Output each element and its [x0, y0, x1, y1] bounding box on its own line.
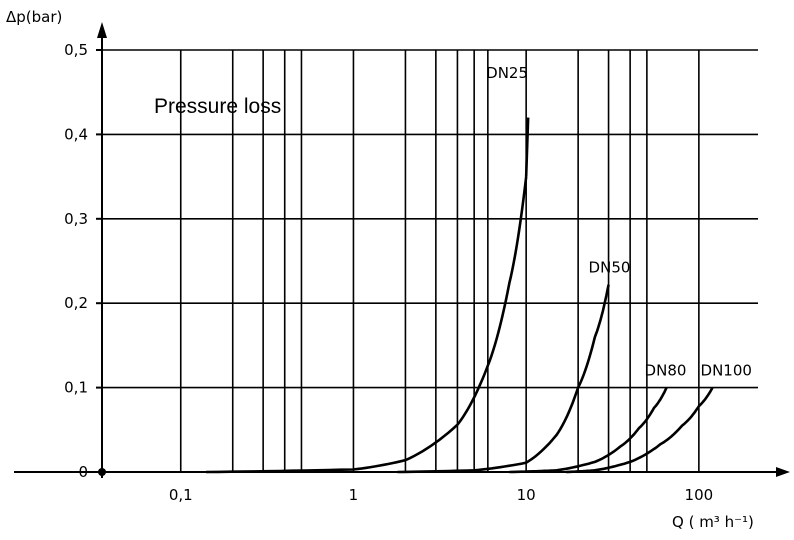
y-axis-arrow-icon [97, 22, 107, 38]
series-label-dn50: DN50 [589, 259, 631, 277]
series-line-dn25 [205, 176, 528, 474]
series-line-dn80 [509, 387, 668, 474]
series-curves [205, 117, 714, 474]
y-tick-label: 0,2 [64, 294, 88, 312]
tick-labels: 0 0,1 0,2 0,3 0,4 0,5 0,1 1 10 100 [64, 41, 713, 504]
y-tick-label: 0,5 [64, 41, 88, 59]
series-line-dn100 [565, 386, 714, 474]
x-tick-label: 1 [349, 486, 359, 504]
series-label-dn100: DN100 [701, 362, 752, 380]
series-line-dn25-tail [524, 117, 530, 177]
x-axis-arrow-icon [776, 467, 790, 477]
grid [102, 49, 758, 472]
y-tick-label: 0 [78, 463, 88, 481]
y-tick-label: 0,3 [64, 210, 88, 228]
y-tick-label: 0,4 [64, 125, 88, 143]
y-tick-label: 0,1 [64, 379, 88, 397]
x-tick-label: 10 [517, 486, 536, 504]
axes [14, 22, 790, 478]
series-label-dn25: DN25 [486, 64, 528, 82]
series-label-dn80: DN80 [645, 362, 687, 380]
x-tick-label: 0,1 [169, 486, 193, 504]
y-axis-label: Δp(bar) [6, 8, 62, 26]
series-line-dn50 [397, 284, 610, 474]
x-axis-label: Q ( m³ h⁻¹) [672, 513, 754, 531]
x-tick-label: 100 [685, 486, 714, 504]
chart-title: Pressure loss [154, 95, 281, 118]
